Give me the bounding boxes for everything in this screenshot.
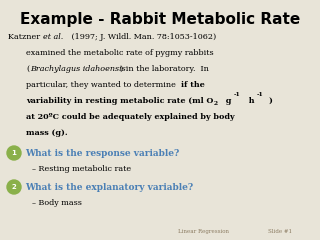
Text: Brachylagus idahoensis: Brachylagus idahoensis	[30, 65, 126, 73]
Text: et al.: et al.	[43, 33, 63, 41]
Text: – Resting metabolic rate: – Resting metabolic rate	[32, 165, 131, 173]
Text: Katzner: Katzner	[8, 33, 43, 41]
Text: mass (g).: mass (g).	[26, 129, 68, 137]
Circle shape	[7, 180, 21, 194]
Text: -1: -1	[257, 92, 264, 97]
Text: variability in resting metabolic rate (ml O: variability in resting metabolic rate (m…	[26, 97, 213, 105]
Text: Linear Regression: Linear Regression	[178, 229, 229, 234]
Text: Slide #1: Slide #1	[268, 229, 292, 234]
Text: particular, they wanted to determine: particular, they wanted to determine	[26, 81, 178, 89]
Text: at 20ºC could be adequately explained by body: at 20ºC could be adequately explained by…	[26, 113, 235, 121]
Text: examined the metabolic rate of pygmy rabbits: examined the metabolic rate of pygmy rab…	[26, 49, 214, 57]
Text: -1: -1	[234, 92, 241, 97]
Text: h: h	[246, 97, 254, 105]
Text: ): )	[269, 97, 273, 105]
Text: if the: if the	[181, 81, 205, 89]
Text: 2: 2	[214, 101, 218, 106]
Text: What is the explanatory variable?: What is the explanatory variable?	[25, 183, 193, 192]
Text: 2: 2	[12, 184, 16, 190]
Text: g: g	[223, 97, 231, 105]
Text: – Body mass: – Body mass	[32, 199, 82, 207]
Text: (1997; J. Wildl. Man. 78:1053-1062): (1997; J. Wildl. Man. 78:1053-1062)	[69, 33, 216, 41]
Text: (: (	[26, 65, 29, 73]
Circle shape	[7, 146, 21, 160]
Text: What is the response variable?: What is the response variable?	[25, 149, 179, 158]
Text: ) in the laboratory.  In: ) in the laboratory. In	[120, 65, 209, 73]
Text: 1: 1	[12, 150, 16, 156]
Text: Example - Rabbit Metabolic Rate: Example - Rabbit Metabolic Rate	[20, 12, 300, 27]
